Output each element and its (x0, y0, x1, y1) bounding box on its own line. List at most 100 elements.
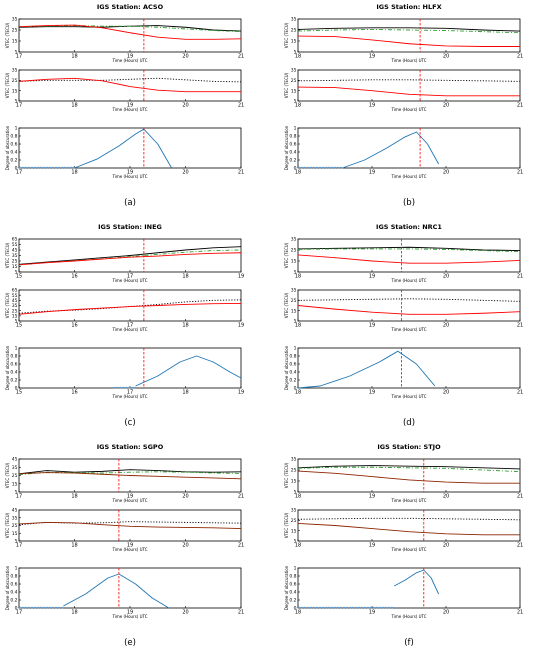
vtec-top-y-label: VTEC (TECU) (284, 462, 289, 488)
vtec-top-series-line (297, 246, 521, 251)
obscuration-x-label: Time (Hours) UTC (111, 614, 147, 619)
vtec-top-series-line (18, 24, 242, 40)
vtec-top-x-tick-label: 21 (238, 54, 244, 60)
obscuration-y-tick-label: 1 (294, 566, 297, 572)
obscuration-y-tick-label: 0 (294, 606, 297, 612)
vtec-top-x-tick-label: 21 (517, 274, 523, 280)
obscuration-y-label: Degree of obscuration (5, 125, 10, 170)
vtec-middle-x-tick-label: 18 (71, 103, 77, 109)
vtec-middle-y-tick-label: 25 (291, 298, 297, 304)
obscuration-y-tick-label: 0.8 (289, 134, 296, 140)
panel-caption: (e) (124, 638, 136, 648)
vtec-middle-y-tick-label: 65 (12, 288, 18, 294)
obscuration-y-tick-label: 0.4 (289, 590, 296, 596)
vtec-middle-x-tick-label: 20 (443, 103, 449, 109)
vtec-middle-axes-frame (297, 289, 521, 322)
vtec-top-series-line (297, 29, 521, 34)
obscuration-x-tick-label: 19 (127, 170, 133, 176)
vtec-top-y-tick-label: 25 (291, 248, 297, 254)
vtec-top-subplot: 17 18 19 20 21 5 15 25 35 45 Time (Hours) UTC VTEC … (5, 457, 244, 503)
vtec-top-series-line (297, 470, 520, 484)
obscuration-x-tick-label: 18 (71, 610, 77, 616)
obscuration-y-tick-label: 0 (15, 606, 18, 612)
vtec-middle-y-tick-label: 35 (12, 515, 18, 521)
obscuration-x-tick-label: 21 (517, 170, 523, 176)
vtec-top-x-tick-label: 19 (238, 274, 244, 280)
vtec-top-y-tick-label: 35 (12, 465, 18, 471)
vtec-middle-axes-frame (18, 509, 242, 542)
vtec-middle-y-tick-label: 5 (15, 319, 18, 325)
vtec-top-y-tick-label: 35 (291, 17, 297, 23)
vtec-top-x-tick-label: 20 (443, 494, 449, 500)
vtec-middle-series-line (18, 521, 242, 530)
vtec-top-y-tick-label: 65 (12, 237, 18, 243)
panel-caption: (d) (403, 418, 415, 428)
vtec-top-series-line (297, 465, 521, 470)
obscuration-y-tick-label: 0.6 (289, 582, 296, 588)
vtec-middle-x-tick-label: 19 (238, 323, 244, 329)
vtec-top-x-tick-label: 18 (71, 494, 77, 500)
obscuration-subplot: 17 18 19 20 21 0 0.2 0.4 0.6 0.8 1 Time (Hours) UTC… (5, 125, 244, 179)
obscuration-x-tick-label: 20 (443, 390, 449, 396)
panel-caption: (c) (124, 418, 135, 428)
vtec-top-y-tick-label: 15 (291, 259, 297, 265)
vtec-middle-x-tick-label: 15 (16, 323, 22, 329)
obscuration-y-tick-label: 0.6 (10, 582, 17, 588)
obscuration-y-tick-label: 1 (15, 126, 18, 132)
vtec-top-subplot: 17 18 19 20 21 5 15 25 35 Time (Hours) UTC VTEC (T… (5, 17, 244, 63)
vtec-middle-series-line (297, 79, 521, 82)
vtec-top-x-tick-label: 20 (182, 54, 188, 60)
vtec-middle-y-tick-label: 35 (291, 68, 297, 74)
vtec-top-x-tick-label: 17 (127, 274, 133, 280)
obscuration-curve (63, 573, 170, 609)
obscuration-x-tick-label: 19 (369, 390, 375, 396)
vtec-middle-x-tick-label: 17 (127, 323, 133, 329)
vtec-middle-y-tick-label: 45 (12, 508, 18, 514)
obscuration-y-label: Degree of obscuration (284, 125, 289, 170)
panel-title: IGS Station: INEG (98, 223, 162, 231)
obscuration-y-tick-label: 0 (294, 386, 297, 392)
panel-c: IGS Station: INEG 15 16 17 18 195152535455565… (5, 223, 244, 428)
vtec-middle-x-tick-label: 21 (517, 103, 523, 109)
vtec-middle-y-tick-label: 35 (12, 68, 18, 74)
obscuration-y-label: Degree of obscuration (5, 565, 10, 610)
obscuration-axes-frame (297, 347, 521, 389)
obscuration-y-tick-label: 0.6 (289, 362, 296, 368)
vtec-middle-x-tick-label: 20 (443, 323, 449, 329)
obscuration-x-tick-label: 15 (16, 390, 22, 396)
vtec-middle-x-tick-label: 16 (71, 323, 77, 329)
obscuration-x-tick-label: 21 (238, 170, 244, 176)
obscuration-x-tick-label: 20 (443, 610, 449, 616)
panel-title: IGS Station: STJO (377, 443, 441, 451)
obscuration-subplot: 18 19 20 21 0 0.2 0.4 0.6 0.8 1 Time (Hours) UTC De… (284, 345, 523, 399)
vtec-middle-y-tick-label: 45 (12, 298, 18, 304)
obscuration-y-tick-label: 0.4 (289, 370, 296, 376)
vtec-middle-x-label: Time (Hours) UTC (390, 107, 426, 112)
vtec-top-y-tick-label: 25 (12, 473, 18, 479)
vtec-middle-series-line (297, 305, 521, 315)
vtec-middle-subplot: 17 18 19 20 21 5 15 25 35 Time (Hours) UTC VTEC (T… (5, 68, 244, 112)
obscuration-x-tick-label: 19 (127, 610, 133, 616)
vtec-top-y-tick-label: 15 (12, 264, 18, 270)
vtec-top-x-tick-label: 17 (16, 54, 22, 60)
vtec-top-y-tick-label: 5 (15, 50, 18, 56)
obscuration-axes-frame (297, 127, 521, 169)
vtec-top-series-line (297, 254, 521, 264)
vtec-top-x-tick-label: 18 (71, 54, 77, 60)
obscuration-subplot: 15 16 17 18 19 0 0.2 0.4 0.6 0.8 1 Time (Hours) UTC… (5, 345, 244, 399)
vtec-middle-x-tick-label: 20 (182, 543, 188, 549)
vtec-top-x-tick-label: 17 (16, 494, 22, 500)
obscuration-axes-frame (18, 567, 242, 609)
vtec-middle-x-tick-label: 20 (443, 543, 449, 549)
vtec-middle-y-label: VTEC (TECU) (284, 72, 289, 98)
vtec-middle-subplot: 18 19 20 21 5 15 25 35 Time (Hours) UTC VTEC (TEC… (284, 508, 523, 552)
obscuration-x-tick-label: 18 (182, 390, 188, 396)
vtec-top-x-tick-label: 19 (127, 494, 133, 500)
obscuration-y-tick-label: 0.4 (10, 370, 17, 376)
vtec-top-x-tick-label: 18 (295, 274, 301, 280)
